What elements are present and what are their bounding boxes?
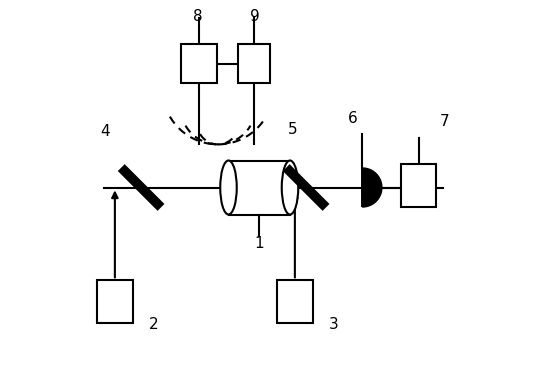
Text: 9: 9 — [250, 9, 260, 24]
Bar — [97, 280, 133, 323]
Text: 7: 7 — [440, 114, 450, 129]
Text: 1: 1 — [254, 236, 264, 251]
Bar — [277, 280, 313, 323]
Text: 3: 3 — [328, 317, 338, 332]
Text: 5: 5 — [288, 122, 298, 137]
Ellipse shape — [220, 160, 237, 214]
Bar — [401, 164, 437, 207]
Bar — [228, 160, 290, 214]
Text: 4: 4 — [101, 124, 110, 139]
Ellipse shape — [282, 160, 298, 214]
Text: 2: 2 — [149, 317, 159, 332]
Bar — [181, 44, 217, 84]
Text: 6: 6 — [348, 111, 358, 126]
Text: 8: 8 — [193, 9, 202, 24]
Bar — [237, 44, 269, 84]
Polygon shape — [362, 168, 382, 207]
